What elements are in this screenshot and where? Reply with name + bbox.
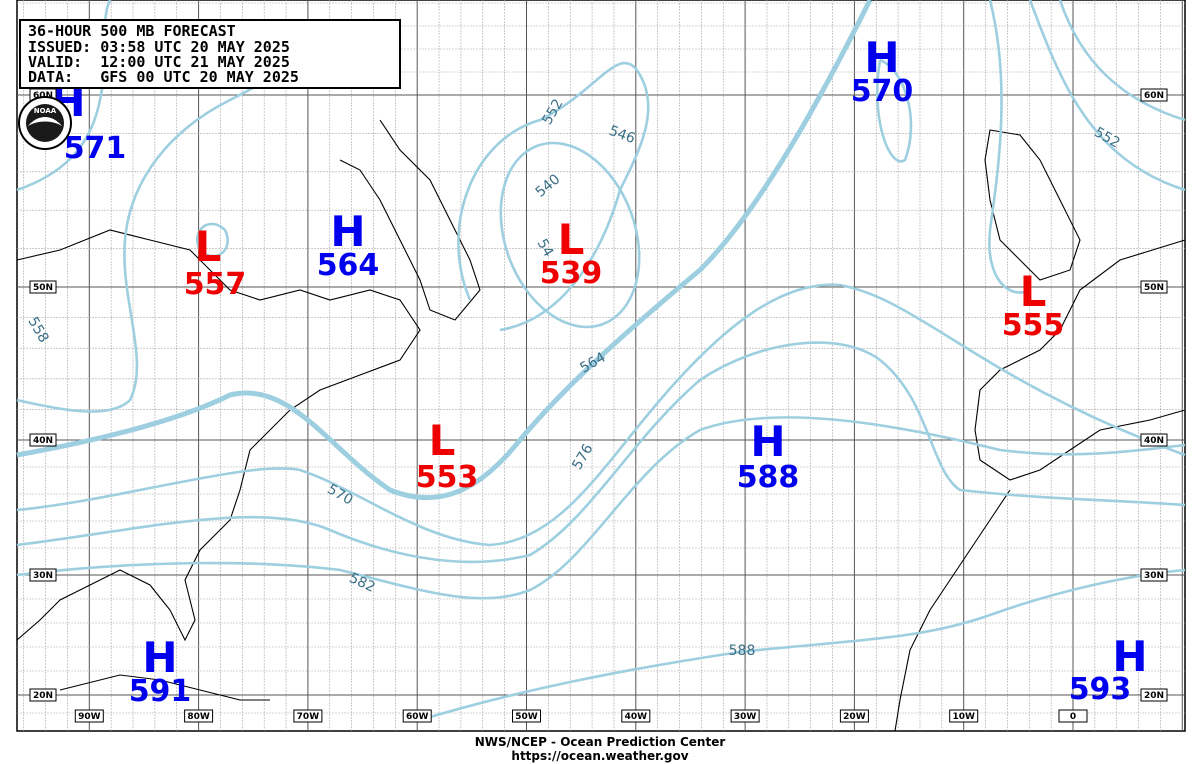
logo: NOAA (18, 96, 72, 150)
coordinate-label: 0 (1070, 712, 1076, 722)
center-symbol: H (864, 33, 899, 82)
center-value: 591 (129, 674, 192, 709)
center-value: 557 (184, 267, 247, 302)
coordinate-box (402, 709, 432, 723)
coordinate-label: 60W (406, 712, 429, 722)
header-line: 36-HOUR 500 MB FORECAST (28, 22, 236, 40)
header-line: DATA: GFS 00 UTC 20 MAY 2025 (28, 68, 299, 86)
center-value: 555 (1002, 308, 1065, 343)
coordinate-label: 30W (734, 712, 757, 722)
center-symbol: H (330, 207, 365, 256)
coordinate-box (29, 433, 57, 447)
coordinate-box (1140, 433, 1168, 447)
center-symbol: L (558, 215, 585, 264)
coordinate-box (1058, 709, 1088, 723)
coordinate-box (730, 709, 760, 723)
graticule-labels: 60N 60N 50N 50N 40N 40N 30N 30N 20N 20N 90W 80W 70W 6… (29, 88, 1168, 723)
center-value: 571 (64, 131, 127, 166)
center-value: 588 (737, 460, 800, 495)
coordinate-label: 90W (78, 712, 101, 722)
map-frame (16, 0, 1186, 732)
coordinate-label: 70W (297, 712, 320, 722)
contour-label: 588 (729, 643, 756, 659)
coordinate-label: 80W (187, 712, 210, 722)
header-line: ISSUED: 03:58 UTC 20 MAY 2025 (28, 38, 290, 56)
coordinate-label: 30N (1144, 571, 1164, 581)
center-symbol: H (142, 633, 177, 682)
header-box (19, 19, 401, 89)
coordinate-label: 30N (33, 571, 53, 581)
coordinate-label: 40W (625, 712, 648, 722)
coordinate-label: 40N (1144, 436, 1164, 446)
coordinate-label: 10W (952, 712, 975, 722)
coordinate-box (29, 688, 57, 702)
center-symbol: L (195, 222, 222, 271)
center-symbol: L (429, 416, 456, 465)
footer-url: https://ocean.weather.gov (511, 749, 688, 763)
footer-agency: NWS/NCEP - Ocean Prediction Center (475, 735, 726, 749)
center-value: 564 (317, 248, 380, 283)
center-value: 553 (416, 460, 479, 495)
coordinate-box (74, 709, 104, 723)
coordinate-box (1140, 688, 1168, 702)
coordinate-box (621, 709, 651, 723)
coordinate-box (293, 709, 323, 723)
coordinate-label: 60N (33, 91, 53, 101)
contour-label: 54 (534, 236, 557, 260)
coordinate-box (1140, 568, 1168, 582)
center-symbol: H (1112, 632, 1147, 681)
center-value: 570 (851, 74, 914, 109)
coordinate-box (839, 709, 869, 723)
coordinate-box (1140, 88, 1168, 102)
coordinate-box (949, 709, 979, 723)
center-value: 539 (540, 256, 603, 291)
coordinate-box (184, 709, 214, 723)
center-symbol: H (750, 417, 785, 466)
coordinate-label: 20W (843, 712, 866, 722)
coordinate-label: 50N (1144, 283, 1164, 293)
coordinate-label: 50N (33, 283, 53, 293)
coordinate-box (1140, 280, 1168, 294)
coordinate-box (512, 709, 541, 723)
grid (17, 0, 1185, 731)
coordinate-box (29, 280, 57, 294)
header-line: VALID: 12:00 UTC 21 MAY 2025 (28, 53, 290, 71)
center-value: 593 (1069, 672, 1132, 707)
center-symbol: L (1020, 267, 1047, 316)
logo-gull (28, 117, 62, 126)
coordinate-label: 40N (33, 436, 53, 446)
coordinate-label: 20N (1144, 691, 1164, 701)
logo-disc (26, 104, 64, 142)
coordinate-label: 20N (33, 691, 53, 701)
coordinate-box (29, 568, 57, 582)
coordinate-label: 50W (515, 712, 538, 722)
logo-text: NOAA (34, 107, 57, 115)
coordinate-label: 60N (1144, 91, 1164, 101)
